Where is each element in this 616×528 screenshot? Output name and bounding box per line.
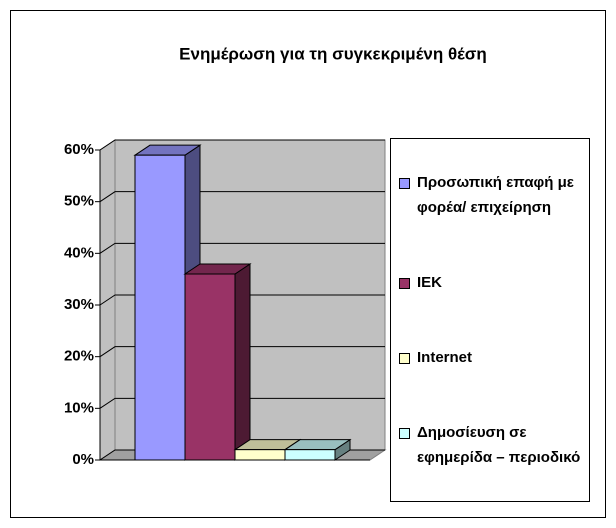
bar-side <box>234 263 251 461</box>
legend-label: Δημοσίευση σε εφημερίδα – περιοδικό <box>417 424 581 466</box>
legend-entry: Internet <box>399 345 583 370</box>
legend-label: ΙΕΚ <box>417 274 443 291</box>
y-tick-label: 20% <box>64 348 94 365</box>
bar <box>234 449 286 461</box>
legend-entry: ΙΕΚ <box>399 270 583 295</box>
legend-label: Internet <box>417 349 473 366</box>
grid-line <box>99 294 385 306</box>
legend-swatch <box>399 178 410 189</box>
legend-swatch <box>399 278 410 289</box>
grid-line <box>99 242 385 254</box>
legend-swatch <box>399 353 410 364</box>
legend: Προσωπική επαφή με φορέα/ επιχείρηση ΙΕΚ I… <box>390 138 590 502</box>
grid-line <box>99 346 385 358</box>
chart-title: Ενημέρωση για τη συγκεκριμένη θέση <box>179 44 487 63</box>
legend-entry: Προσωπική επαφή με φορέα/ επιχείρηση <box>399 170 583 220</box>
grid-line <box>99 139 385 151</box>
y-tick-label: 0% <box>72 451 94 468</box>
y-tick-label: 10% <box>64 399 94 416</box>
y-tick-label: 40% <box>64 244 94 261</box>
y-tick-label: 60% <box>64 141 94 158</box>
legend-entry: Δημοσίευση σε εφημερίδα – περιοδικό <box>399 420 583 470</box>
legend-swatch <box>399 428 410 439</box>
legend-label: Προσωπική επαφή με φορέα/ επιχείρηση <box>417 174 574 216</box>
bar <box>134 154 186 461</box>
y-tick-label: 50% <box>64 193 94 210</box>
grid-line <box>99 191 385 203</box>
bar <box>184 273 236 461</box>
bar <box>284 449 336 461</box>
grid-line <box>99 397 385 409</box>
y-tick-label: 30% <box>64 296 94 313</box>
